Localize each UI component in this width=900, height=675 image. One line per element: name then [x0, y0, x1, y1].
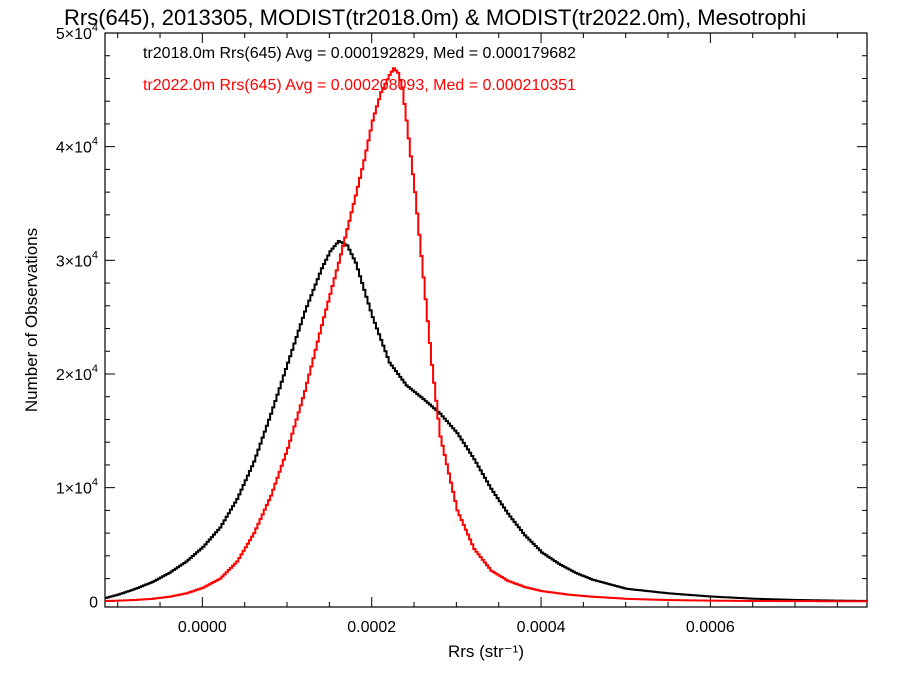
y-tick-mantissa: 0 [89, 594, 98, 611]
series-group [105, 67, 868, 603]
y-tick-exponent: 4 [92, 363, 98, 375]
y-tick-mantissa: 5×10 [56, 26, 92, 43]
y-tick-mantissa: 1×10 [56, 481, 92, 498]
x-tick-label: 0.0004 [517, 619, 566, 636]
y-tick-mantissa: 3×10 [56, 253, 92, 270]
series-line-tr2018 [105, 240, 868, 602]
y-tick-label: 5×104 [56, 22, 98, 43]
x-tick-label: 0.0006 [686, 619, 735, 636]
annotation-tr2018: tr2018.0m Rrs(645) Avg = 0.000192829, Me… [143, 45, 576, 62]
y-tick-label: 3×104 [56, 249, 98, 270]
y-tick-label: 0 [89, 594, 98, 611]
y-tick-exponent: 4 [92, 136, 98, 148]
chart-title: Rrs(645), 2013305, MODIST(tr2018.0m) & M… [64, 5, 806, 30]
x-axis-label: Rrs (str⁻¹) [448, 642, 524, 661]
y-tick-exponent: 4 [92, 477, 98, 489]
y-tick-label: 1×104 [56, 477, 98, 498]
annotation-tr2022: tr2022.0m Rrs(645) Avg = 0.000208093, Me… [143, 77, 576, 94]
x-axis-ticks: 0.0000 0.0002 0.0004 0.0006 [117, 33, 838, 636]
plot-frame [104, 32, 868, 608]
y-axis-label: Number of Observations [22, 228, 41, 412]
y-tick-exponent: 4 [92, 22, 98, 34]
y-tick-mantissa: 4×10 [56, 140, 92, 157]
y-tick-exponent: 4 [92, 249, 98, 261]
y-tick-label: 2×104 [56, 363, 98, 384]
y-tick-label: 4×104 [56, 136, 98, 157]
x-tick-label: 0.0002 [347, 619, 396, 636]
series-line-tr2022 [105, 67, 867, 603]
y-tick-mantissa: 2×10 [56, 367, 92, 384]
x-tick-label: 0.0000 [178, 619, 227, 636]
